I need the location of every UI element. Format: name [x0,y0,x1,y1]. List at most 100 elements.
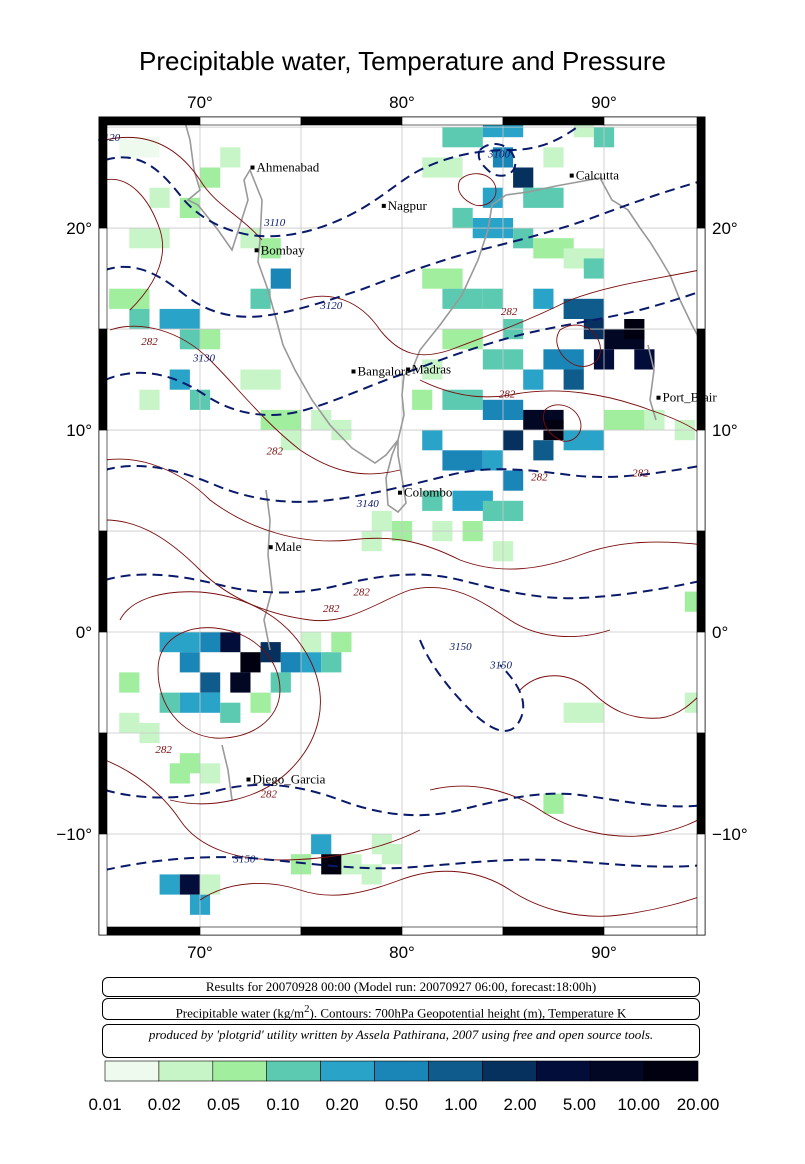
contour-label: 282 [632,468,649,480]
pw-cell [129,308,150,330]
frame-bar [696,328,706,431]
legend-info: Precipitable water (kg/m2). Contours: 70… [102,998,700,1020]
pw-cell [583,258,604,279]
pw-cell [280,652,301,673]
contour-label: 3150 [449,641,473,653]
pw-cell [533,440,554,461]
frame-bar [603,116,706,126]
contour-label: 282 [353,587,370,599]
frame-bar [98,328,108,431]
city-label: Nagpur [388,198,428,213]
pw-cell [159,874,180,895]
pw-cell [200,167,221,188]
credit-text: produced by 'plotgrid' utility written b… [148,1027,654,1042]
lat-tick-label-left: 10° [66,421,92,440]
colorbar-label: 5.00 [562,1095,596,1114]
lon-tick-label-top: 80° [389,93,415,112]
frame-bar [696,429,706,532]
city-label: Ahmenabad [257,160,320,175]
pw-cell [179,652,200,673]
pw-cell [361,531,382,552]
frame-bar [603,926,706,936]
frame-bar [98,926,201,936]
legend-suffix: ). Contours: 700hPa Geopotential height … [309,1005,627,1021]
contour-label: 282 [266,445,283,457]
colorbar-label: 0.20 [325,1095,359,1114]
pw-cell [200,672,221,693]
pw-cell [220,632,241,653]
colorbar-label: 10.00 [617,1095,660,1114]
frame-bar [401,926,504,936]
lon-tick-label-top: 70° [187,93,213,112]
pw-cell [240,652,261,673]
pw-cell [301,632,322,653]
legend-prefix: Precipitable water (kg/m [175,1005,305,1021]
city-marker [246,777,251,782]
city-label: Madras [412,362,451,377]
city-label: Calcutta [576,168,620,183]
pw-cell [159,692,180,713]
pw-cell [422,268,463,289]
pw-cell [604,409,645,431]
frame-bar [98,833,108,936]
pw-cell [371,834,392,855]
city-label: Bombay [261,242,306,257]
lon-tick-label-bottom: 90° [591,943,617,962]
pw-cell [361,864,382,885]
pw-cell [119,672,140,693]
pw-cell [179,874,200,895]
pw-cell [513,228,534,249]
city-label: Male [275,539,302,554]
colorbar-swatch [104,1060,160,1082]
city-marker [254,248,259,253]
colorbar-swatch [428,1060,483,1082]
colorbar-swatch [482,1060,537,1082]
results-info: Results for 20070928 00:00 (Model run: 2… [102,977,700,997]
city-label: Diego_Garcia [253,772,326,787]
frame-bar [98,732,108,835]
pw-cell [644,409,665,431]
pw-cell [422,490,443,511]
pw-cell [200,632,221,653]
precipitable-water-cells [109,117,705,915]
colorbar-label: 0.50 [384,1095,419,1114]
contour-label: 3140 [356,498,380,510]
pw-cell [422,430,443,451]
contour-label: 3130 [192,352,216,364]
colorbar-swatch [266,1060,321,1082]
colorbar-swatch [320,1060,375,1082]
contour-label: 282 [499,389,516,401]
city-marker [351,369,356,374]
pw-cell [371,510,392,532]
pw-cell [250,692,271,713]
city-marker [250,165,255,170]
pw-cell [543,349,584,370]
pw-cell [260,409,301,431]
frame-bar [199,926,302,936]
pw-cell [543,147,564,168]
frame-bar [300,116,403,126]
pw-cell [240,369,281,390]
colorbar-swatch [158,1060,214,1082]
city-label: Bangalore [358,364,412,379]
pw-cell [503,430,524,451]
colorbar-swatch [212,1060,268,1082]
pw-cell [129,228,170,249]
frame-bar [98,227,108,330]
pw-cell [321,854,342,875]
frame-bar [502,116,605,126]
pw-cell [442,127,483,148]
frame-bar [696,227,706,330]
pw-cell [442,450,483,471]
pw-cell [139,389,160,410]
city-marker [656,395,661,400]
pw-cell [179,329,200,350]
pw-cell [240,228,261,249]
contour-label: 282 [141,336,158,348]
pw-cell [482,450,503,471]
pw-cell [513,167,534,188]
colorbar [104,1060,699,1082]
pw-cell [563,702,604,723]
colorbar-label: 20.00 [676,1095,720,1114]
